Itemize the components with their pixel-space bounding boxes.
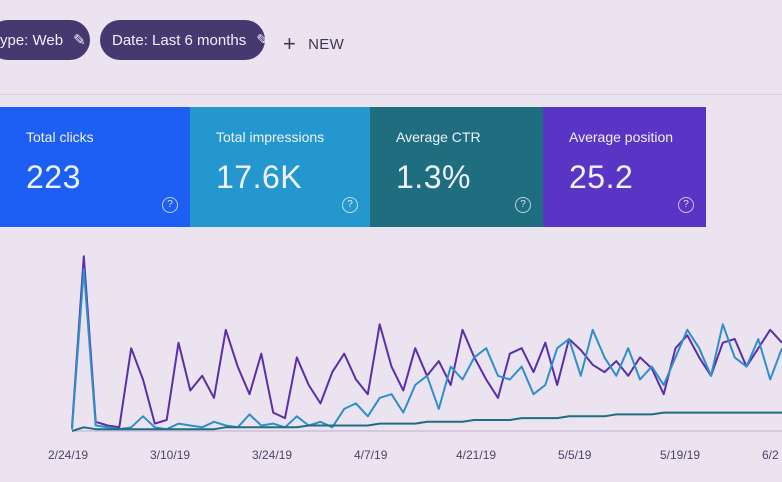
help-circle-icon[interactable]: ?	[678, 197, 694, 213]
x-tick-label: 2/24/19	[48, 448, 88, 462]
x-tick-label: 4/21/19	[456, 448, 496, 462]
series-line-3[interactable]	[71, 411, 782, 432]
help-circle-icon[interactable]: ?	[515, 197, 531, 213]
date-filter-label: Date: Last 6 months	[112, 31, 247, 49]
x-tick-label: 5/19/19	[660, 448, 700, 462]
filter-toolbar: ype: Web ✎ Date: Last 6 months ✎ + NEW	[0, 0, 782, 95]
card-value: 223	[26, 159, 81, 195]
total-clicks-card[interactable]: Total clicks 223 ?	[0, 107, 190, 227]
x-tick-label: 6/2	[762, 448, 779, 462]
average-ctr-card[interactable]: Average CTR 1.3% ?	[370, 107, 543, 227]
chart-svg: 2/24/19 3/10/19 3/24/19 4/7/19 4/21/19 5/5/19…	[48, 255, 782, 462]
card-value: 25.2	[569, 159, 634, 195]
x-tick-label: 4/7/19	[354, 448, 388, 462]
card-label: Total clicks	[26, 129, 94, 145]
toolbar-divider	[0, 94, 782, 95]
pencil-icon[interactable]: ✎	[73, 32, 86, 49]
x-tick-label: 3/10/19	[150, 448, 190, 462]
help-circle-icon[interactable]: ?	[162, 197, 178, 213]
help-circle-icon[interactable]: ?	[342, 197, 358, 213]
x-tick-label: 3/24/19	[252, 448, 292, 462]
new-filter-label: NEW	[308, 35, 345, 53]
series-line-1[interactable]	[71, 255, 782, 429]
x-tick-label: 5/5/19	[558, 448, 592, 462]
card-label: Total impressions	[216, 129, 325, 145]
performance-chart[interactable]: 2/24/19 3/10/19 3/24/19 4/7/19 4/21/19 5/5/19…	[0, 235, 782, 482]
plus-icon: +	[283, 31, 297, 56]
pencil-icon[interactable]: ✎	[256, 32, 269, 49]
type-filter-chip[interactable]: ype: Web ✎	[0, 20, 90, 60]
series-line-2[interactable]	[71, 268, 782, 431]
card-label: Average CTR	[396, 129, 481, 145]
date-filter-chip[interactable]: Date: Last 6 months ✎	[100, 20, 269, 60]
total-impressions-card[interactable]: Total impressions 17.6K ?	[190, 107, 370, 227]
new-filter-button[interactable]: + NEW	[283, 33, 344, 55]
card-value: 17.6K	[216, 159, 303, 195]
type-filter-label: ype: Web	[0, 31, 64, 49]
metric-cards: Total clicks 223 ? Total impressions 17.…	[0, 107, 706, 227]
card-value: 1.3%	[396, 159, 471, 195]
card-label: Average position	[569, 129, 674, 145]
average-position-card[interactable]: Average position 25.2 ?	[543, 107, 706, 227]
